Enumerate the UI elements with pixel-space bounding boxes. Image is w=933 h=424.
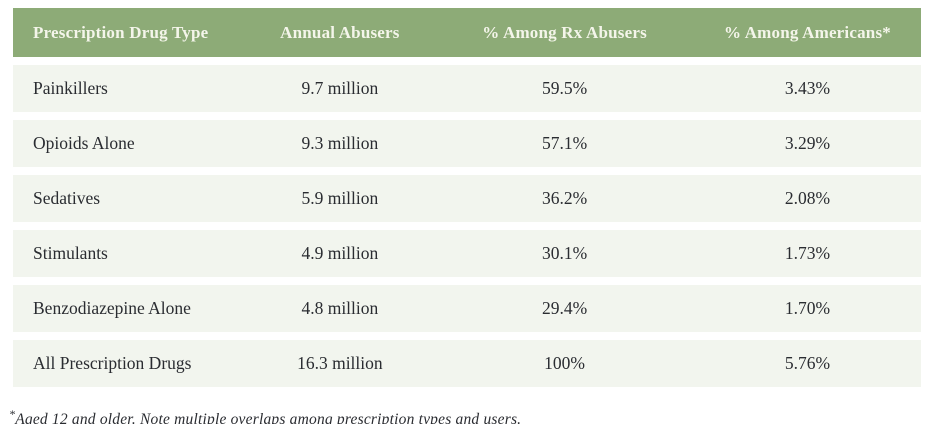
cell-drug-type: Benzodiazepine Alone [13,285,245,332]
cell-drug-type: All Prescription Drugs [13,340,245,387]
cell-drug-type: Opioids Alone [13,120,245,167]
cell-annual-abusers: 16.3 million [244,340,436,387]
cell-pct-rx-abusers: 30.1% [435,230,694,277]
table-row: Benzodiazepine Alone 4.8 million 29.4% 1… [13,285,921,332]
table-footnote: *Aged 12 and older. Note multiple overla… [9,408,933,424]
cell-pct-americans: 2.08% [693,175,921,222]
cell-pct-americans: 1.73% [693,230,921,277]
cell-pct-rx-abusers: 100% [435,340,694,387]
cell-annual-abusers: 9.7 million [244,65,436,112]
footnote-asterisk: * [9,406,16,421]
cell-annual-abusers: 9.3 million [244,120,436,167]
table-row: Stimulants 4.9 million 30.1% 1.73% [13,230,921,277]
cell-pct-rx-abusers: 57.1% [435,120,694,167]
table-row: Painkillers 9.7 million 59.5% 3.43% [13,65,921,112]
cell-drug-type: Painkillers [13,65,245,112]
table-row: All Prescription Drugs 16.3 million 100%… [13,340,921,387]
cell-pct-americans: 3.43% [693,65,921,112]
cell-pct-americans: 3.29% [693,120,921,167]
table-row: Sedatives 5.9 million 36.2% 2.08% [13,175,921,222]
cell-annual-abusers: 4.8 million [244,285,436,332]
footnote-text: Aged 12 and older. Note multiple overlap… [15,411,522,424]
cell-pct-rx-abusers: 36.2% [435,175,694,222]
rx-abuse-table: Prescription Drug Type Annual Abusers % … [13,0,921,395]
table-row: Opioids Alone 9.3 million 57.1% 3.29% [13,120,921,167]
cell-pct-rx-abusers: 59.5% [435,65,694,112]
cell-annual-abusers: 5.9 million [244,175,436,222]
column-header-annual-abusers: Annual Abusers [244,8,436,57]
cell-annual-abusers: 4.9 million [244,230,436,277]
table-header-row: Prescription Drug Type Annual Abusers % … [13,8,921,57]
column-header-pct-rx-abusers: % Among Rx Abusers [435,8,694,57]
column-header-drug-type: Prescription Drug Type [13,8,245,57]
cell-pct-rx-abusers: 29.4% [435,285,694,332]
rx-abuse-table-container: Prescription Drug Type Annual Abusers % … [13,0,921,395]
cell-drug-type: Stimulants [13,230,245,277]
cell-drug-type: Sedatives [13,175,245,222]
column-header-pct-americans: % Among Americans* [693,8,921,57]
cell-pct-americans: 5.76% [693,340,921,387]
cell-pct-americans: 1.70% [693,285,921,332]
